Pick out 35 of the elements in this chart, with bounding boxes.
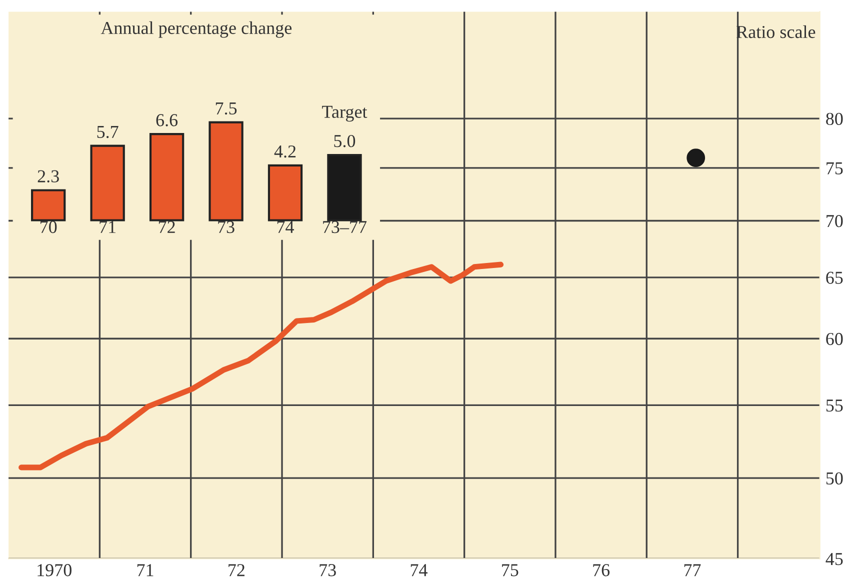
- x-tick-label: 70: [40, 220, 57, 234]
- annotation: Target: [322, 106, 368, 122]
- x-tick-label: 77: [684, 564, 701, 576]
- y-tick-label: 50: [826, 472, 843, 485]
- x-tick-label: 71: [137, 564, 154, 576]
- bar: [90, 144, 125, 222]
- y-tick-label: 75: [826, 162, 843, 174]
- x-tick-label: 71: [100, 221, 116, 233]
- data-label: 4.2: [274, 145, 296, 158]
- y-tick-label: 65: [826, 272, 843, 284]
- y-tick-label: 45: [826, 553, 843, 566]
- x-tick-label: 74: [277, 221, 294, 233]
- y-tick-label: 55: [826, 400, 843, 412]
- data-label: 5.7: [97, 126, 118, 138]
- x-tick-label: 73: [320, 564, 336, 576]
- x-tick-label: 72: [228, 564, 244, 576]
- bar: [268, 164, 303, 222]
- bar: [327, 154, 362, 222]
- x-tick-label: 1970: [38, 564, 72, 576]
- x-tick-label: 74: [410, 564, 428, 576]
- x-tick-label: 72: [158, 220, 175, 233]
- bar: [208, 121, 244, 222]
- data-label: 6.6: [156, 114, 178, 126]
- bar: [31, 189, 66, 222]
- x-tick-label: 76: [593, 564, 610, 576]
- x-tick-label: 73: [218, 220, 234, 234]
- x-tick-label: 73–77: [323, 220, 367, 234]
- x-tick-label: 75: [502, 564, 518, 576]
- data-label: 5.0: [334, 134, 356, 148]
- y-tick-label: 60: [826, 332, 843, 346]
- y-tick-label: 80: [826, 112, 843, 126]
- chart-title: Annual percentage change: [100, 21, 292, 38]
- data-label: 7.5: [216, 102, 237, 115]
- data-label: 2.3: [38, 170, 59, 182]
- bar: [149, 133, 184, 222]
